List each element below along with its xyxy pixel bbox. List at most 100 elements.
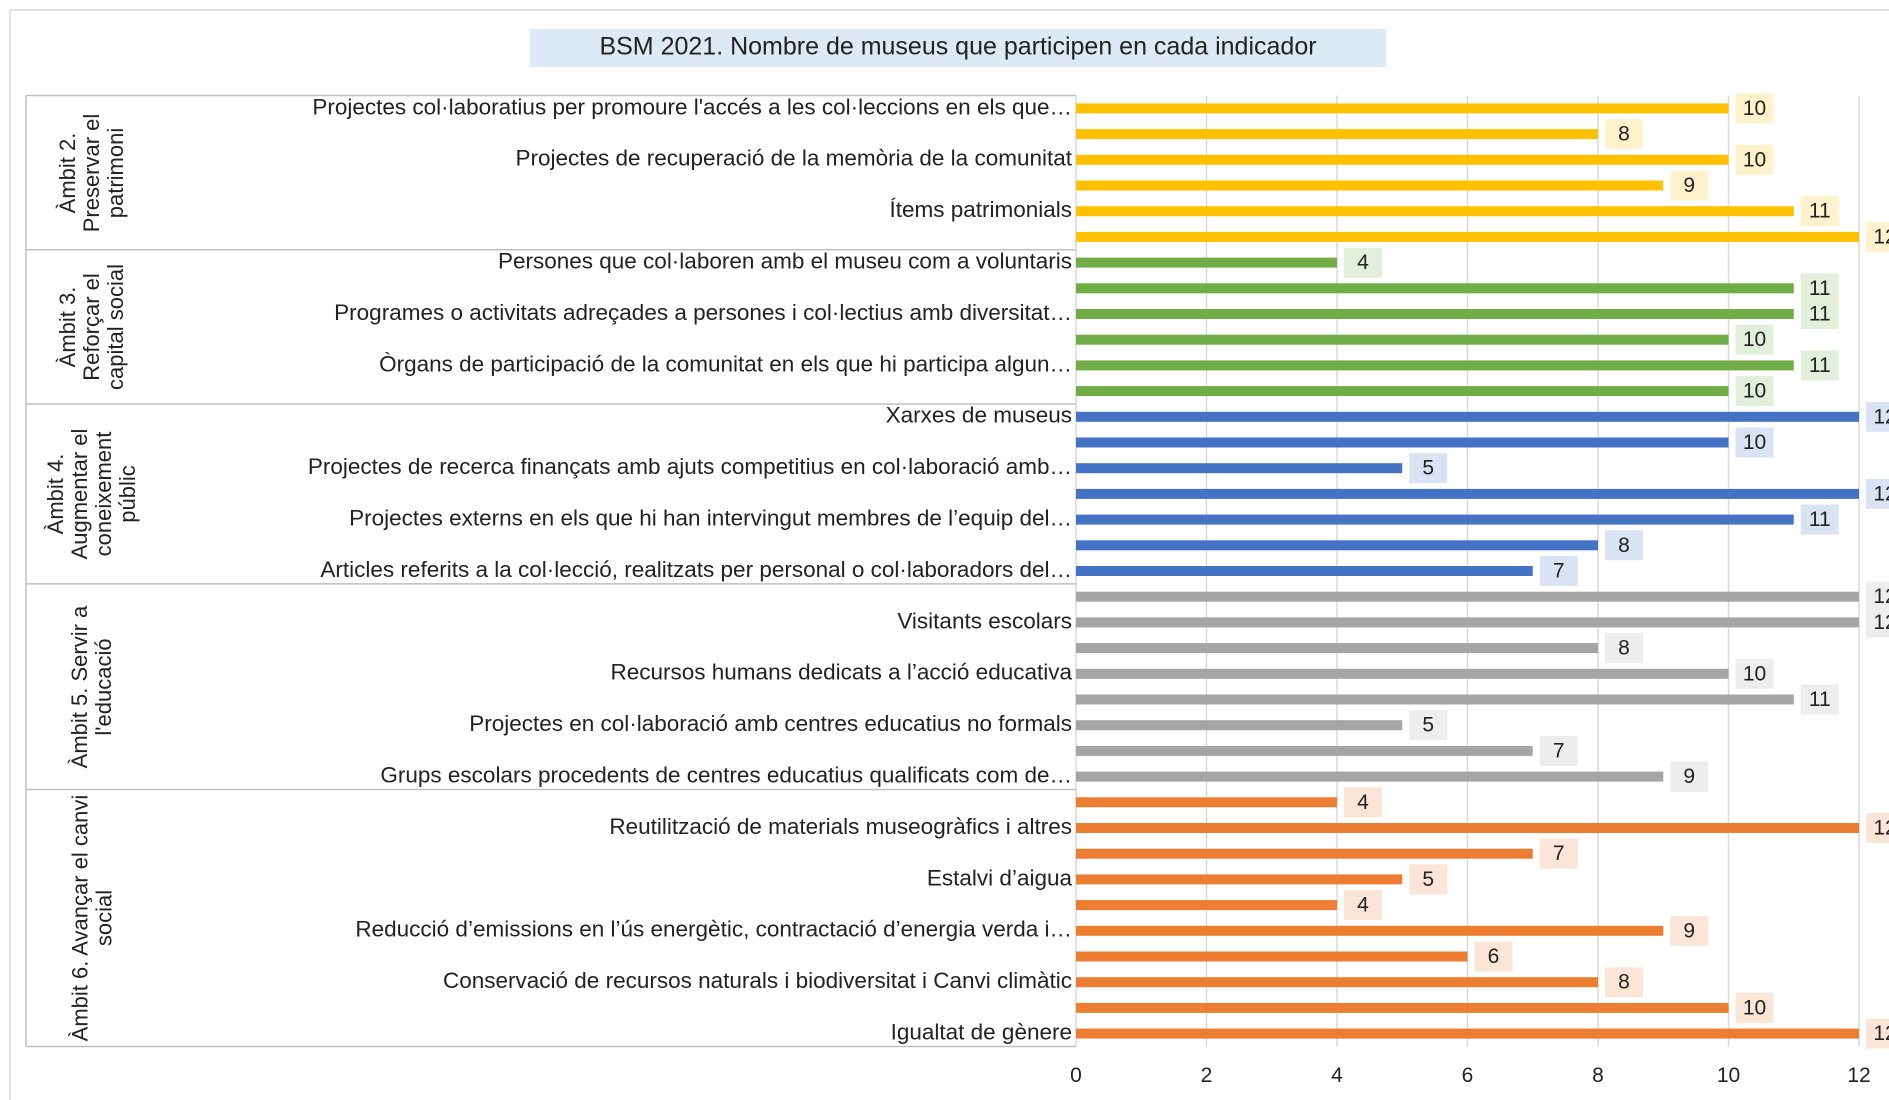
category-label: Reutilització de materials museogràfics … <box>609 814 1072 839</box>
title-background <box>530 29 1386 67</box>
bar <box>1076 129 1598 140</box>
value-label-background <box>1800 504 1839 535</box>
bar <box>1076 668 1729 679</box>
category-label: Estalvi d’aigua <box>927 865 1073 890</box>
value-label-background <box>1605 967 1643 998</box>
bar <box>1076 231 1859 242</box>
value-label: 11 <box>1809 354 1831 377</box>
value-label: 11 <box>1809 303 1831 326</box>
value-label-background <box>1735 992 1774 1023</box>
value-label-background <box>1866 478 1889 509</box>
value-label-background <box>1539 735 1578 766</box>
bar <box>1076 694 1794 705</box>
category-label: Grups escolars procedents de centres edu… <box>380 763 1072 788</box>
value-label: 5 <box>1422 868 1434 891</box>
bar <box>1076 848 1533 859</box>
bar <box>1076 720 1403 731</box>
value-label: 9 <box>1683 919 1695 942</box>
value-label-background <box>1409 710 1448 741</box>
bar <box>1076 823 1859 833</box>
category-label: Programes o activitats adreçades a perso… <box>334 300 1072 325</box>
value-label-background <box>1866 607 1889 638</box>
value-label-background <box>1539 838 1578 869</box>
value-label: 10 <box>1743 97 1766 120</box>
bar <box>1076 745 1533 756</box>
bar <box>1076 977 1598 988</box>
bar <box>1076 617 1859 628</box>
bar <box>1076 874 1403 885</box>
value-label: 11 <box>1809 200 1831 223</box>
value-label: 12 <box>1873 405 1889 428</box>
value-label-background <box>1605 633 1643 664</box>
x-tick-label: 10 <box>1717 1064 1740 1087</box>
value-label: 12 <box>1873 611 1889 634</box>
bar <box>1076 488 1859 499</box>
value-label: 10 <box>1743 431 1766 454</box>
bar <box>1076 797 1337 808</box>
value-label: 7 <box>1553 842 1565 865</box>
bar <box>1076 257 1337 268</box>
bar <box>1076 103 1729 114</box>
group-label: Àmbit 3. Reforçar el capital social <box>54 263 128 390</box>
bar <box>1076 1002 1729 1013</box>
value-label: 10 <box>1743 662 1766 685</box>
value-label: 8 <box>1618 534 1630 557</box>
value-label-background <box>1344 247 1382 278</box>
value-label: 12 <box>1873 817 1889 840</box>
value-label: 8 <box>1618 123 1630 146</box>
value-label-background <box>1866 401 1889 432</box>
category-label: Articles referits a la col·lecció, reali… <box>320 557 1072 582</box>
value-label: 11 <box>1809 688 1831 711</box>
value-label: 6 <box>1488 945 1500 968</box>
value-label-background <box>1800 684 1839 715</box>
value-label-background <box>1735 427 1774 458</box>
value-label: 8 <box>1618 971 1630 994</box>
value-label: 5 <box>1422 457 1434 480</box>
x-tick-label: 8 <box>1592 1064 1604 1087</box>
category-label: Projectes en col·laboració amb centres e… <box>469 711 1072 736</box>
bar <box>1076 771 1664 782</box>
category-label: Projectes de recuperació de la memòria d… <box>515 146 1072 171</box>
value-label-background <box>1670 170 1709 201</box>
value-label: 7 <box>1553 560 1565 583</box>
category-label: Òrgans de participació de la comunitat e… <box>379 351 1072 376</box>
value-label: 12 <box>1873 585 1889 608</box>
x-tick-label: 2 <box>1201 1064 1213 1087</box>
value-label: 10 <box>1743 380 1766 403</box>
value-label-background <box>1344 787 1382 818</box>
category-label: Conservació de recursos naturals i biodi… <box>443 968 1072 993</box>
value-label: 10 <box>1743 996 1766 1019</box>
bar <box>1076 514 1794 525</box>
value-label: 12 <box>1873 482 1889 505</box>
value-label-background <box>1800 299 1839 329</box>
bar <box>1076 411 1859 422</box>
value-label: 7 <box>1553 739 1565 762</box>
bar <box>1076 591 1859 602</box>
category-label: Ítems patrimonials <box>889 197 1072 222</box>
value-label: 10 <box>1743 328 1766 351</box>
bar <box>1076 1028 1859 1039</box>
bar <box>1076 206 1794 217</box>
value-label-background <box>1409 453 1448 484</box>
bar <box>1076 180 1664 191</box>
value-label-background <box>1735 376 1774 407</box>
x-tick-label: 0 <box>1070 1064 1082 1087</box>
value-label-background <box>1670 915 1709 946</box>
value-label-background <box>1735 658 1774 689</box>
value-label: 8 <box>1618 637 1630 660</box>
bar <box>1076 309 1794 319</box>
chart-border <box>9 9 1889 1100</box>
bar <box>1076 925 1664 936</box>
bar <box>1076 900 1337 911</box>
value-label: 4 <box>1357 791 1369 814</box>
bar <box>1076 540 1598 551</box>
category-label: Visitants escolars <box>897 608 1072 633</box>
value-label-background <box>1344 890 1382 921</box>
category-label: Igualtat de gènere <box>891 1020 1072 1045</box>
bar <box>1076 154 1729 165</box>
value-label-background <box>1605 530 1643 561</box>
value-label-background <box>1800 196 1839 227</box>
group-label: Àmbit 6. Avançar el canvi social <box>67 794 116 1042</box>
